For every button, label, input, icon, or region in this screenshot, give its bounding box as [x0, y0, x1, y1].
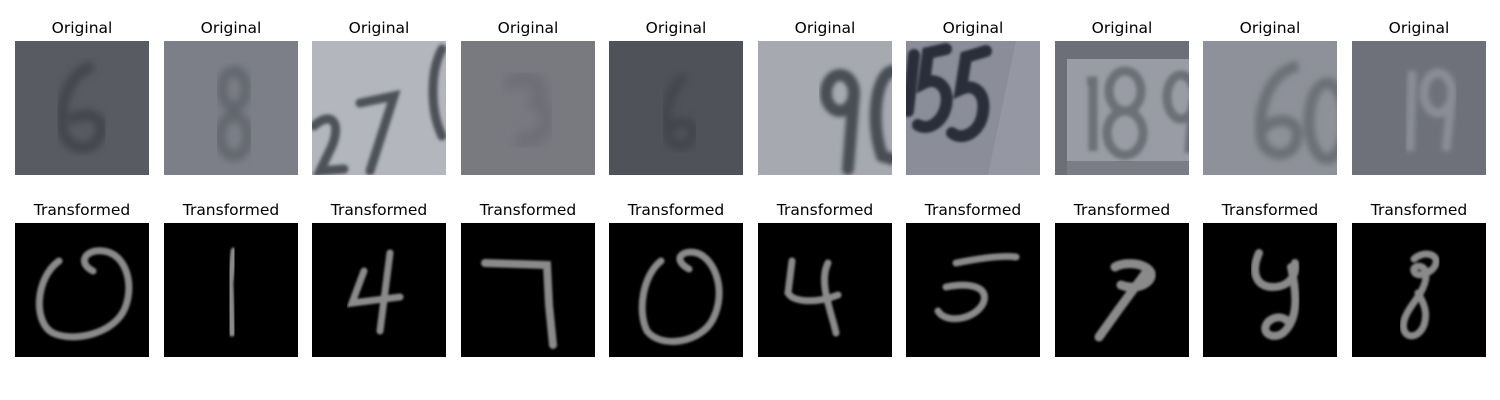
panel-title: Original	[645, 19, 707, 37]
panel-title: Original	[1091, 19, 1153, 37]
original-image-3	[312, 41, 446, 175]
original-image-1	[15, 41, 149, 175]
transformed-image-5	[609, 223, 743, 357]
transformed-image-6	[758, 223, 892, 357]
panel-title: Transformed	[627, 201, 725, 219]
panel-title: Transformed	[1073, 201, 1171, 219]
transformed-image-4	[461, 223, 595, 357]
panel-title: Original	[1388, 19, 1450, 37]
transformed-image-9	[1203, 223, 1337, 357]
original-image-10	[1352, 41, 1486, 175]
panel-title: Transformed	[1221, 201, 1319, 219]
transformed-image-1	[15, 223, 149, 357]
panel-title: Original	[51, 19, 113, 37]
original-image-2	[164, 41, 298, 175]
transformed-image-2	[164, 223, 298, 357]
transformed-image-8	[1055, 223, 1189, 357]
original-image-5	[609, 41, 743, 175]
panel-title: Transformed	[330, 201, 428, 219]
original-image-4	[461, 41, 595, 175]
panel-title: Transformed	[33, 201, 131, 219]
panel-title: Transformed	[182, 201, 280, 219]
panel-title: Original	[348, 19, 410, 37]
panel-title: Transformed	[479, 201, 577, 219]
transformed-image-7	[906, 223, 1040, 357]
original-image-7	[906, 41, 1040, 175]
panel-title: Original	[497, 19, 559, 37]
original-image-8	[1055, 41, 1189, 175]
panel-title: Original	[1239, 19, 1301, 37]
transformed-image-3	[312, 223, 446, 357]
original-image-6	[758, 41, 892, 175]
panel-title: Original	[200, 19, 262, 37]
panel-title: Transformed	[1370, 201, 1468, 219]
transformed-image-10	[1352, 223, 1486, 357]
panel-title: Transformed	[924, 201, 1022, 219]
panel-title: Original	[794, 19, 856, 37]
original-image-9	[1203, 41, 1337, 175]
panel-title: Transformed	[776, 201, 874, 219]
panel-title: Original	[942, 19, 1004, 37]
